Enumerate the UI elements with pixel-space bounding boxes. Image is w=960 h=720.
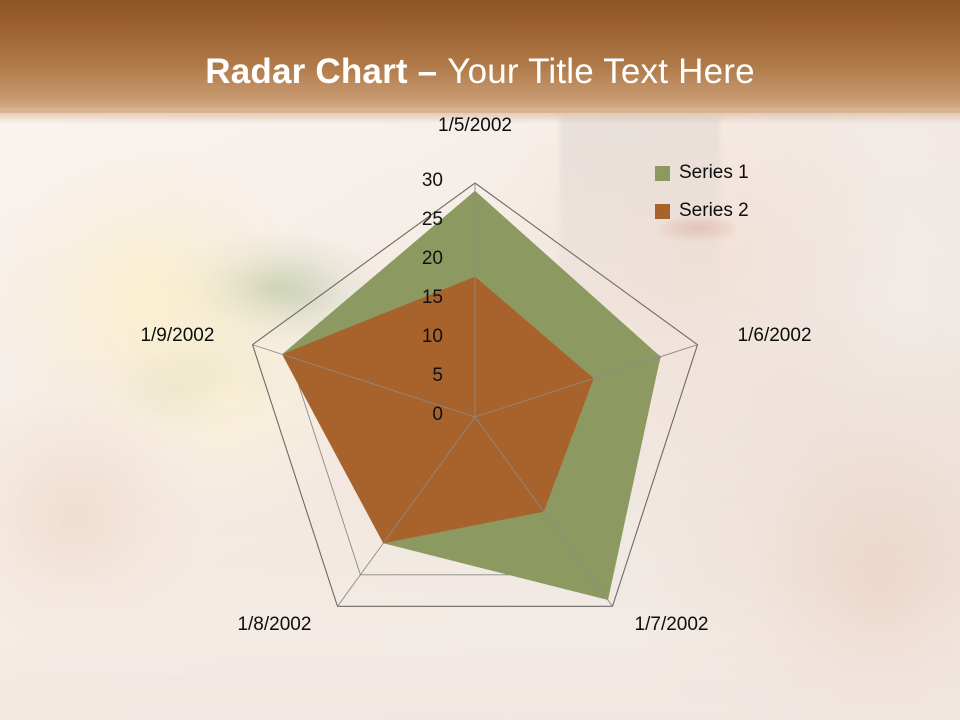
page-title-rest: Your Title Text Here	[447, 52, 755, 91]
radar-spoke	[252, 344, 476, 418]
radar-category-label-4: 1/8/2002	[237, 614, 312, 636]
radar-tick-label-20: 20	[421, 248, 443, 269]
radar-tick-label-25: 25	[421, 209, 443, 230]
radar-spoke	[474, 416, 613, 607]
radar-tick-label-5: 5	[432, 365, 443, 386]
radar-category-label-1: 1/5/2002	[438, 115, 512, 136]
radar-category-label-5: 1/9/2002	[140, 324, 215, 346]
page-title-dash: –	[407, 52, 448, 91]
legend-swatch-series-1	[655, 165, 670, 181]
radar-category-label-2: 1/6/2002	[737, 324, 812, 346]
radar-tick-label-0: 0	[432, 404, 443, 425]
radar-tick-label-10: 10	[421, 326, 443, 347]
radar-tick-label-15: 15	[421, 287, 443, 308]
page-title-bold: Radar Chart	[205, 52, 408, 91]
radar-spokes	[252, 183, 698, 607]
page-title: Radar Chart – Your Title Text Here	[0, 52, 960, 92]
radar-series-areas	[282, 190, 661, 601]
radar-ring	[251, 182, 699, 607]
radar-category-label-3: 1/7/2002	[634, 614, 709, 636]
title-banner	[0, 0, 960, 113]
radar-area-series-2	[282, 276, 594, 544]
radar-spoke	[337, 416, 476, 607]
radar-tick-label-30: 30	[421, 170, 443, 191]
legend-label-series-2: Series 2	[679, 200, 749, 221]
legend-item-series-2[interactable]: Series 2	[655, 196, 749, 226]
legend-swatch-series-2	[655, 203, 670, 219]
chart-legend: Series 1 Series 2	[655, 158, 749, 234]
legend-item-series-1[interactable]: Series 1	[655, 158, 749, 188]
radar-spoke	[474, 344, 698, 418]
title-banner-fade	[0, 108, 960, 124]
legend-label-series-1: Series 1	[679, 162, 749, 183]
